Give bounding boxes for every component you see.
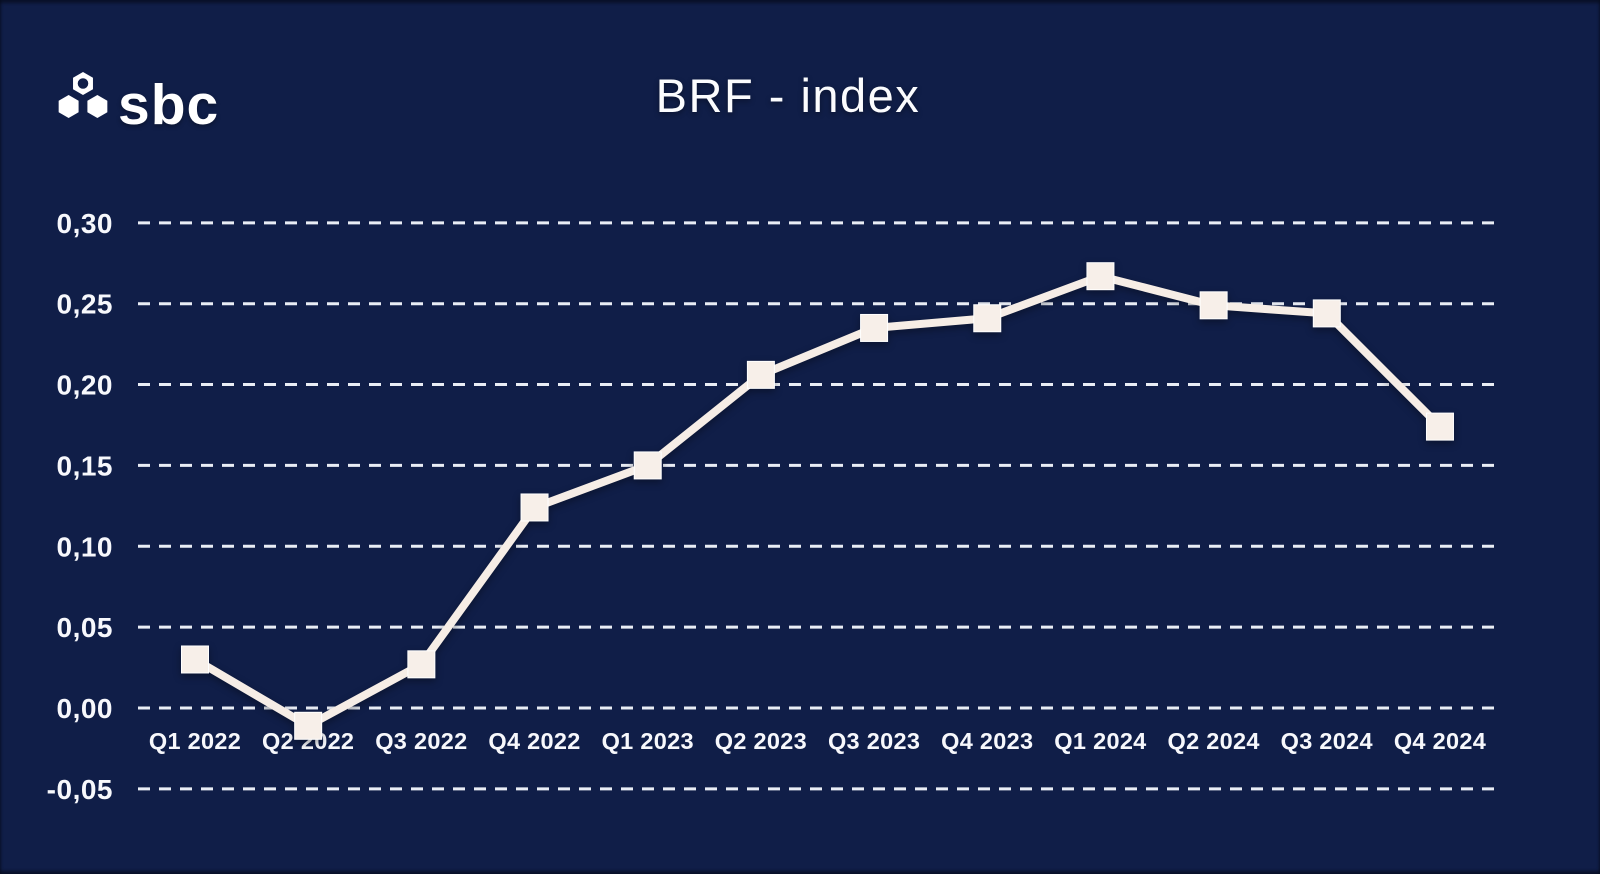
data-point-marker [633,451,662,480]
data-point-marker [860,313,889,342]
data-series [181,262,1454,740]
data-point-marker [294,711,323,740]
chart-title: BRF - index [655,69,921,122]
y-axis-tick-label: 0,00 [57,693,114,724]
y-axis-tick-label: 0,10 [57,531,114,562]
data-point-marker [1199,291,1228,320]
x-axis-tick-label: Q2 2023 [715,728,807,754]
x-axis-tick-label: Q4 2022 [488,728,580,754]
data-point-marker [520,493,549,522]
y-axis-tick-label: 0,30 [57,208,114,239]
x-axis-tick-label: Q3 2024 [1281,728,1373,754]
data-point-marker [181,645,209,674]
x-axis-tick-label: Q2 2024 [1167,728,1259,754]
x-axis-tick-label: Q1 2022 [149,728,241,754]
y-axis-tick-label: 0,15 [57,450,114,481]
x-axis-tick-label: Q4 2024 [1394,728,1486,754]
data-point-marker [1312,299,1341,328]
x-axis-tick-label: Q3 2022 [375,728,467,754]
x-axis-tick-label: Q1 2024 [1054,728,1146,754]
logo-text: sbc [118,73,220,137]
data-point-marker [1086,262,1115,291]
y-axis-tick-label: 0,25 [57,289,114,320]
data-point-marker [746,360,775,389]
y-axis-tick-label: 0,05 [57,612,114,643]
y-axis-tick-label: 0,20 [57,370,114,401]
hexagon-cluster-icon [58,72,108,118]
data-point-marker [407,650,436,679]
x-axis-tick-label: Q4 2023 [941,728,1033,754]
data-point-marker [1425,412,1454,441]
x-axis-tick-label: Q1 2023 [602,728,694,754]
x-axis-tick-label: Q3 2023 [828,728,920,754]
y-axis-tick-label: -0,05 [47,774,113,805]
sbc-logo: sbc [58,72,219,134]
series-line [192,272,1443,730]
data-point-marker [973,304,1002,333]
